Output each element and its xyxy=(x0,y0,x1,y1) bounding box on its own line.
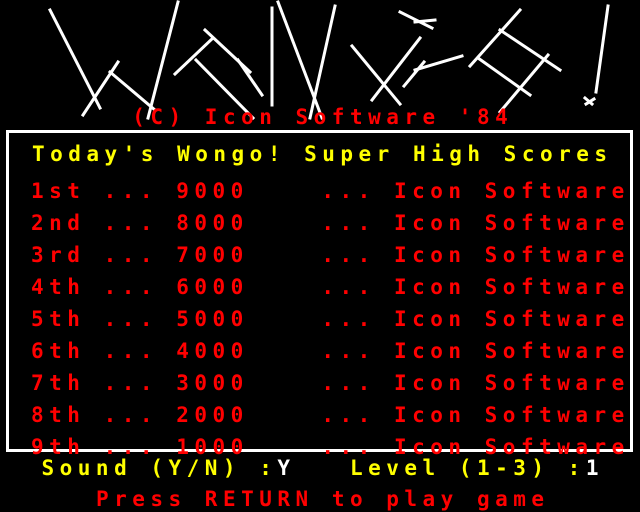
score-points: 1000 xyxy=(176,435,249,459)
sound-label: Sound (Y/N) : xyxy=(41,456,278,480)
wongo-logo-vectors xyxy=(47,0,610,120)
copyright-line: (C) Icon Software '84 xyxy=(132,105,514,129)
score-rank: 3rd xyxy=(31,243,86,267)
score-name: Icon Software OK xyxy=(393,243,630,267)
score-dots-left: ... xyxy=(103,275,159,299)
table-row: 7th ... 3000 ... Icon Software OK xyxy=(9,367,630,399)
score-points: 4000 xyxy=(176,339,249,363)
high-score-panel: Today's Wongo! Super High Scores 1st ...… xyxy=(6,130,633,459)
score-points: 8000 xyxy=(176,211,249,235)
table-row: 8th ... 2000 ... Icon Software OK xyxy=(9,399,630,431)
score-points: 7000 xyxy=(176,243,249,267)
table-row: 6th ... 4000 ... Icon Software OK xyxy=(9,335,630,367)
score-dots-right: ... xyxy=(321,275,376,299)
wongo-logo xyxy=(0,0,640,120)
score-name: Icon Software OK xyxy=(393,403,630,427)
score-dots-left: ... xyxy=(103,339,159,363)
score-points: 2000 xyxy=(176,403,249,427)
score-rank: 8th xyxy=(31,403,86,427)
table-row: 1st ... 9000 ... Icon Software OK xyxy=(9,175,630,207)
score-name: Icon Software OK xyxy=(393,275,630,299)
score-dots-right: ... xyxy=(321,435,376,459)
table-row: 5th ... 5000 ... Icon Software OK xyxy=(9,303,630,335)
score-rank: 7th xyxy=(31,371,86,395)
high-score-list: 1st ... 9000 ... Icon Software OK2nd ...… xyxy=(9,175,630,463)
score-rank: 9th xyxy=(31,435,86,459)
table-row: 3rd ... 7000 ... Icon Software OK xyxy=(9,239,630,271)
score-dots-right: ... xyxy=(321,403,376,427)
score-name: Icon Software OK xyxy=(393,371,630,395)
score-points: 9000 xyxy=(176,179,249,203)
score-dots-right: ... xyxy=(321,339,376,363)
table-row: 9th ... 1000 ... Icon Software OK xyxy=(9,431,630,463)
table-row: 4th ... 6000 ... Icon Software OK xyxy=(9,271,630,303)
level-label: Level (1-3) : xyxy=(349,456,586,480)
score-name: Icon Software OK xyxy=(393,179,630,203)
score-rank: 2nd xyxy=(31,211,86,235)
score-dots-left: ... xyxy=(103,435,159,459)
score-name: Icon Software OK xyxy=(393,339,630,363)
score-dots-right: ... xyxy=(321,243,376,267)
score-dots-right: ... xyxy=(321,179,376,203)
score-rank: 1st xyxy=(31,179,86,203)
score-dots-right: ... xyxy=(321,307,376,331)
settings-separator xyxy=(296,456,350,480)
score-dots-left: ... xyxy=(103,243,159,267)
score-rank: 4th xyxy=(31,275,86,299)
press-return-prompt[interactable]: Press RETURN to play game xyxy=(95,487,550,511)
level-value[interactable]: 1 xyxy=(585,456,604,480)
score-dots-right: ... xyxy=(321,371,376,395)
score-rank: 6th xyxy=(31,339,86,363)
score-name: Icon Software OK xyxy=(393,307,630,331)
score-name: Icon Software OK xyxy=(393,435,630,459)
score-dots-left: ... xyxy=(103,371,159,395)
high-score-title: Today's Wongo! Super High Scores xyxy=(31,142,613,166)
score-dots-left: ... xyxy=(103,403,159,427)
score-points: 5000 xyxy=(176,307,249,331)
score-dots-right: ... xyxy=(321,211,376,235)
score-dots-left: ... xyxy=(103,307,159,331)
score-points: 6000 xyxy=(176,275,249,299)
score-name: Icon Software OK xyxy=(393,211,630,235)
score-points: 3000 xyxy=(176,371,249,395)
table-row: 2nd ... 8000 ... Icon Software OK xyxy=(9,207,630,239)
score-dots-left: ... xyxy=(103,179,159,203)
sound-value[interactable]: Y xyxy=(277,456,296,480)
score-rank: 5th xyxy=(31,307,86,331)
score-dots-left: ... xyxy=(103,211,159,235)
settings-line: Sound (Y/N) :Y Level (1-3) :1 xyxy=(0,455,640,481)
